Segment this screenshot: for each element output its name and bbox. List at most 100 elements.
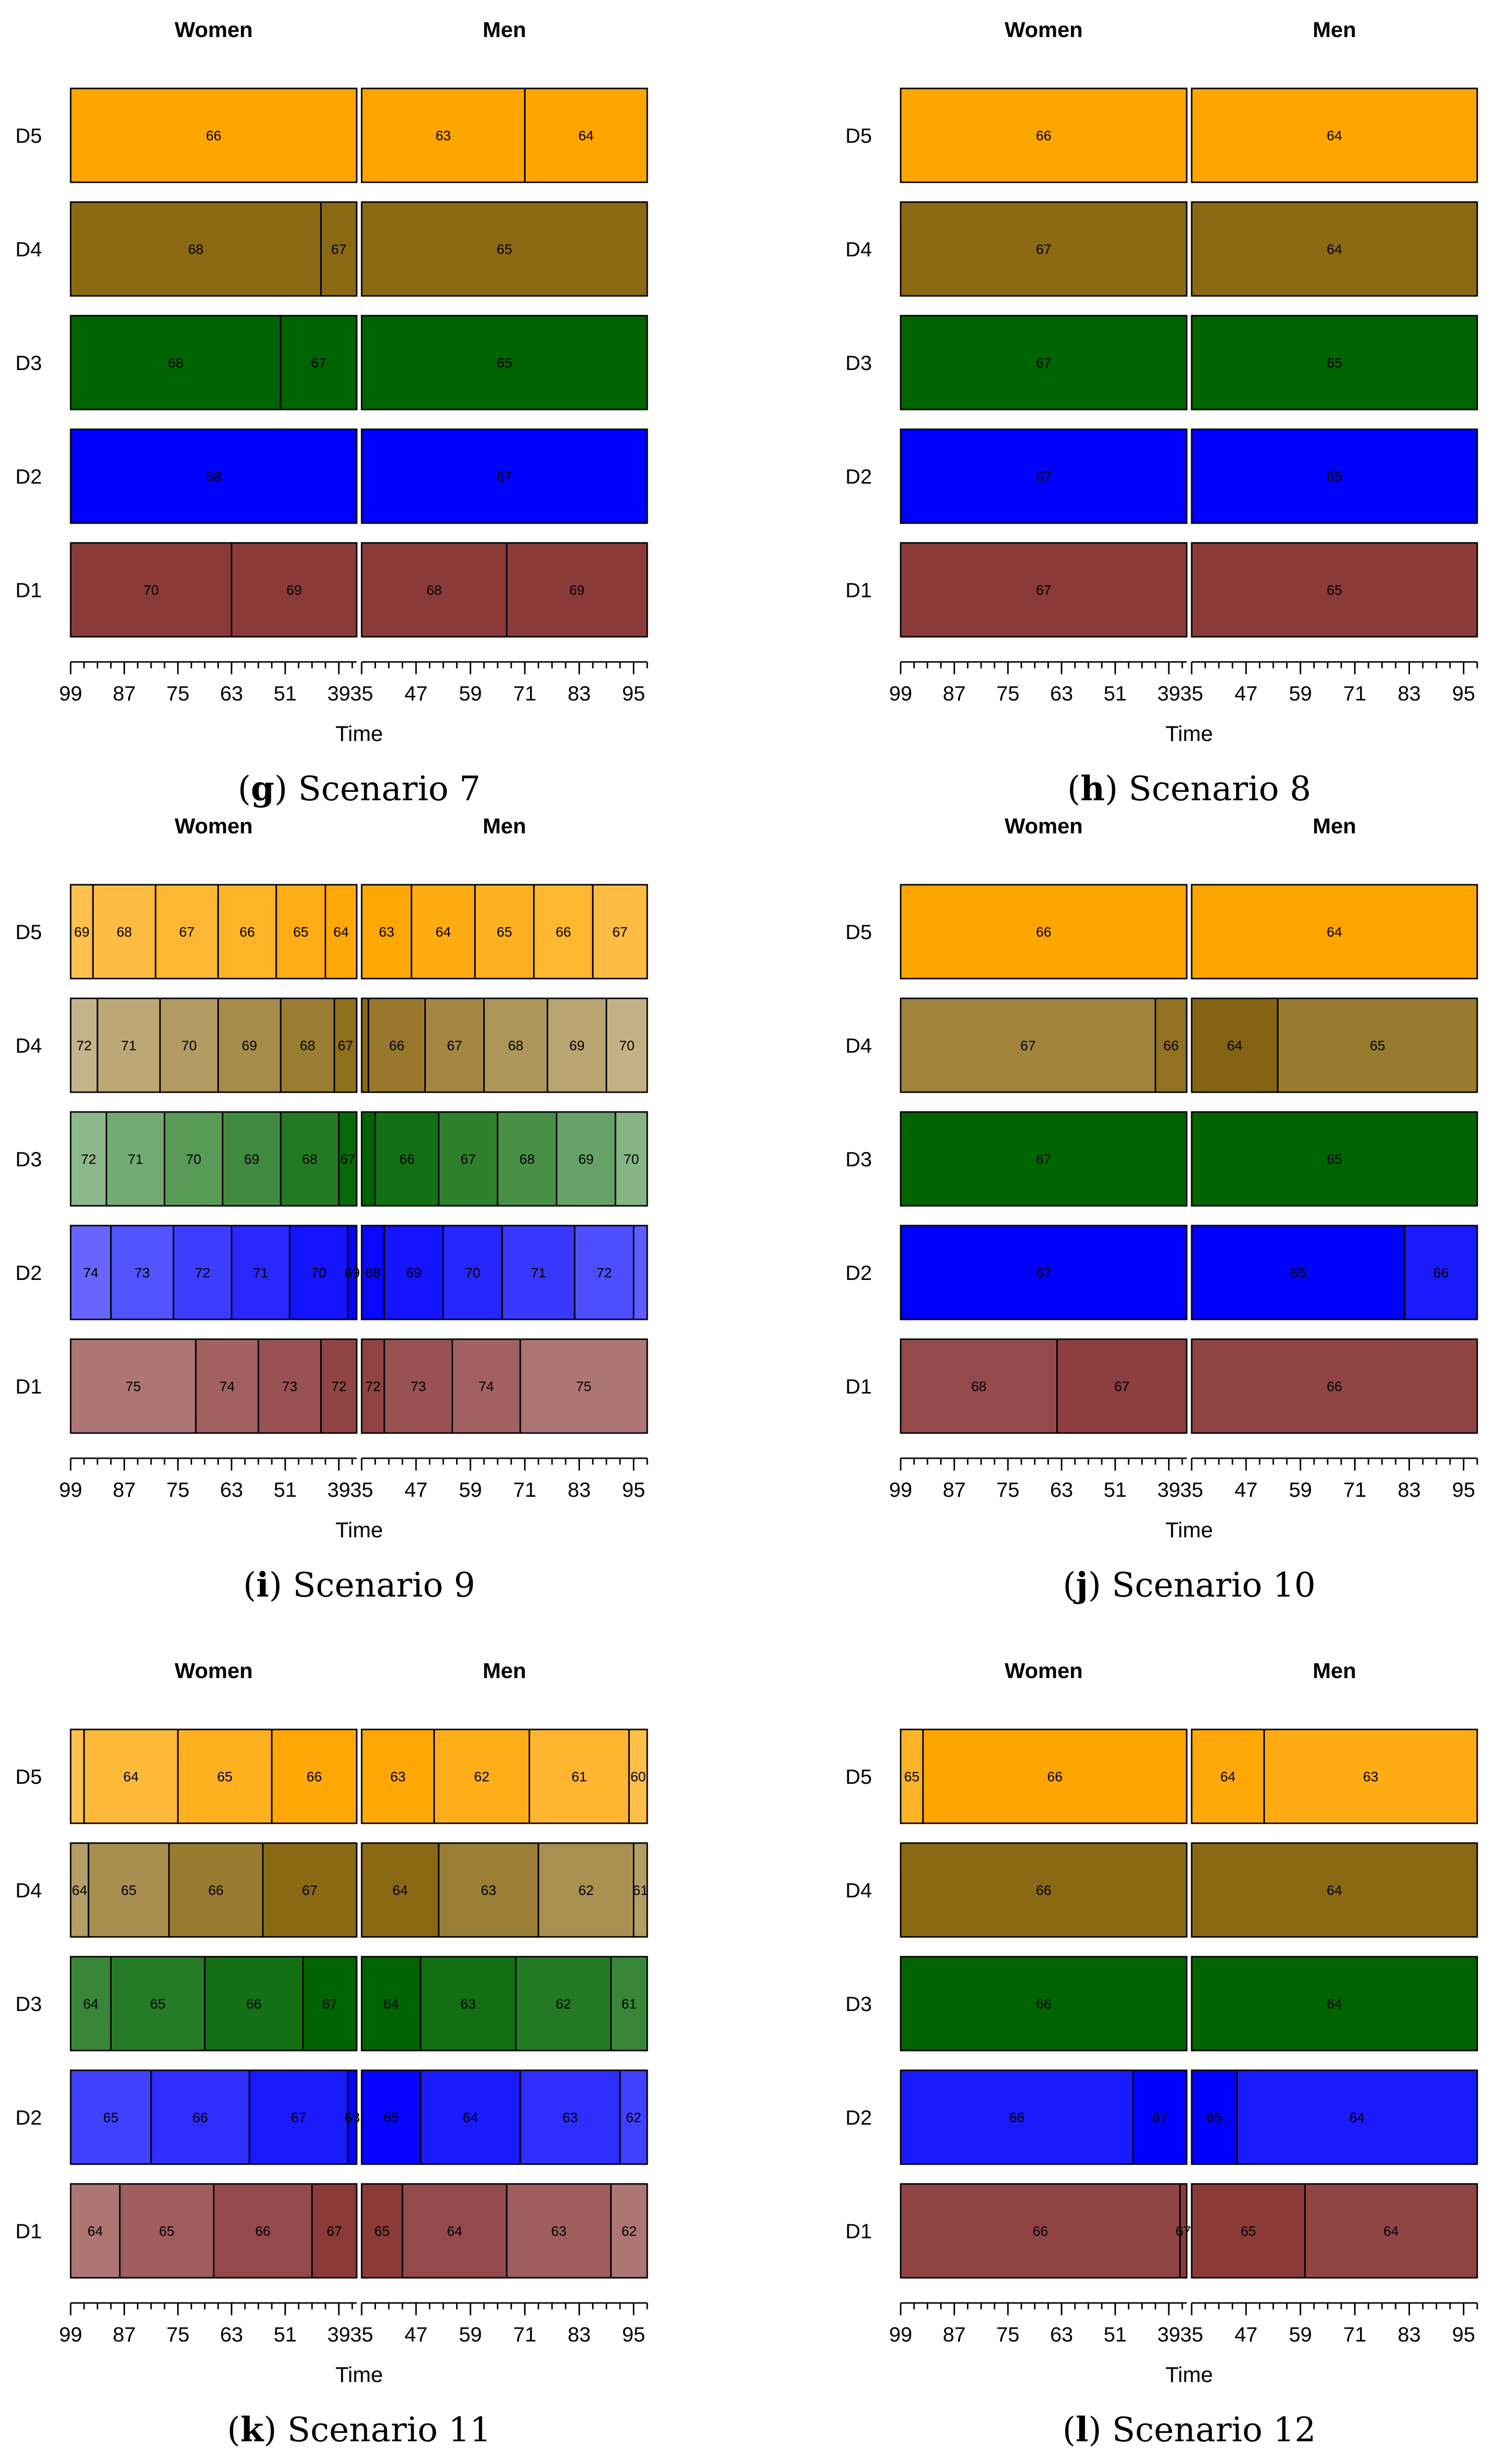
women-segment-d3-3 (302, 1956, 358, 2052)
women-segment-label: 66 (193, 2110, 208, 2125)
caption-title: ) Scenario 7 (274, 770, 480, 809)
men-tick-label: 59 (459, 2323, 482, 2346)
women-segment-label: 71 (121, 1038, 136, 1053)
men-segment-label: 65 (383, 2110, 399, 2125)
women-segment-d5-0 (900, 87, 1188, 183)
caption-title: ) Scenario 12 (1088, 2411, 1316, 2450)
men-tick-label: 95 (1452, 2323, 1475, 2346)
women-segment-label: 66 (1036, 128, 1051, 143)
row-label-d3: D3 (15, 1148, 42, 1171)
men-header: Men (1313, 18, 1356, 42)
women-segment-d1-0 (900, 2183, 1181, 2279)
women-segment-label: 70 (186, 1151, 201, 1167)
men-tick-label: 83 (568, 1478, 591, 1501)
row-label-d3: D3 (15, 351, 42, 374)
women-segment-label: 68 (302, 1151, 317, 1167)
women-segment-label: 72 (81, 1151, 96, 1167)
men-segment-d3-0 (1191, 1111, 1478, 1207)
caption-letter: l (1076, 2410, 1088, 2450)
women-header: Women (1004, 1659, 1082, 1683)
men-tick-label: 71 (513, 682, 537, 705)
men-tick-label: 47 (405, 682, 428, 705)
row-label-d5: D5 (845, 920, 872, 944)
women-segment-d4-2 (168, 1842, 264, 1938)
women-segment-d5-0 (70, 1728, 85, 1824)
men-segment-label: 65 (497, 355, 512, 370)
men-segment-d2-0 (361, 428, 648, 524)
women-tick-label: 39 (1157, 2323, 1180, 2346)
chart-panel-j: Women Men D5 66 64 D4 67 66 64 65 D3 67 65 D2 67 65 66 D1… (845, 814, 1478, 1605)
women-segment-label: 71 (253, 1265, 268, 1280)
men-segment-d4-0 (1191, 1842, 1478, 1938)
women-tick-label: 51 (274, 2323, 297, 2346)
men-segment-label: 67 (497, 469, 512, 484)
men-tick-label: 95 (622, 1478, 645, 1501)
women-tick-label: 87 (943, 682, 966, 705)
women-tick-label: 51 (1104, 682, 1127, 705)
men-segment-label: 63 (436, 128, 451, 143)
men-tick-label: 35 (350, 682, 374, 705)
women-tick-label: 51 (274, 682, 297, 705)
caption-letter: k (240, 2410, 264, 2450)
caption-letter: h (1080, 769, 1105, 809)
women-segment-d2-1 (150, 2069, 250, 2165)
men-tick-label: 83 (1398, 682, 1421, 705)
row-label-d4: D4 (845, 1879, 872, 1902)
caption-title: ) Scenario 9 (269, 1566, 475, 1605)
men-segment-d2-4 (574, 1225, 634, 1320)
women-segment-label: 64 (124, 1769, 139, 1784)
caption-title: ) Scenario 10 (1088, 1566, 1316, 1605)
men-tick-label: 95 (1452, 682, 1475, 705)
women-tick-label: 87 (943, 2323, 966, 2346)
men-segment-label: 67 (460, 1151, 476, 1167)
men-tick-label: 71 (1343, 1478, 1367, 1501)
men-segment-label: 64 (1327, 242, 1342, 257)
women-tick-label: 87 (113, 1478, 136, 1501)
women-segment-label: 65 (103, 2110, 119, 2125)
women-segment-label: 66 (206, 128, 221, 143)
women-segment-d5-1 (83, 1728, 179, 1824)
women-segment-d2-2 (249, 2069, 349, 2165)
women-tick-label: 99 (59, 2323, 83, 2346)
men-segment-label: 65 (1327, 582, 1342, 598)
women-header: Women (174, 1659, 252, 1683)
women-segment-label: 66 (240, 924, 255, 940)
men-segment-d2-1 (1236, 2069, 1478, 2165)
women-tick-label: 39 (327, 1478, 350, 1501)
row-label-d4: D4 (15, 1879, 42, 1902)
women-segment-label: 65 (293, 924, 308, 940)
women-segment-d4-1 (87, 1842, 170, 1938)
women-segment-d2-1 (110, 1225, 174, 1320)
women-segment-d4-3 (262, 1842, 358, 1938)
women-segment-label: 67 (1114, 1379, 1129, 1394)
women-segment-d5-1 (92, 884, 157, 980)
women-segment-label: 64 (87, 2223, 103, 2239)
men-segment-d1-1 (506, 542, 648, 638)
caption-title: ) Scenario 11 (263, 2411, 491, 2450)
women-segment-d4-5 (333, 997, 358, 1093)
men-segment-label: 62 (626, 2110, 641, 2125)
women-segment-label: 69 (74, 924, 89, 940)
men-segment-label: 62 (622, 2223, 637, 2239)
x-axis-label: Time (1165, 1518, 1213, 1542)
x-axis-label: Time (335, 2363, 383, 2387)
men-segment-d2-0 (1191, 1225, 1406, 1320)
row-label-d2: D2 (15, 1261, 42, 1284)
row-label-d3: D3 (845, 1148, 872, 1171)
women-segment-d5-2 (155, 884, 219, 980)
men-segment-d1-2 (506, 2183, 612, 2279)
row-label-d5: D5 (845, 1765, 872, 1788)
women-segment-label: 65 (904, 1769, 919, 1784)
x-axis-label: Time (335, 722, 383, 746)
women-tick-label: 75 (166, 2323, 190, 2346)
scenario-caption: (i) Scenario 9 (243, 1565, 475, 1605)
men-segment-d4-3 (632, 1842, 648, 1938)
row-label-d5: D5 (15, 1765, 42, 1788)
men-tick-label: 95 (1452, 1478, 1475, 1501)
men-segment-label: 72 (365, 1379, 380, 1394)
women-tick-label: 75 (997, 2323, 1020, 2346)
men-segment-label: 64 (1327, 1996, 1342, 2012)
men-segment-label: 65 (497, 242, 512, 257)
men-segment-label: 65 (1206, 2110, 1222, 2125)
women-segment-d3-0 (900, 315, 1188, 411)
